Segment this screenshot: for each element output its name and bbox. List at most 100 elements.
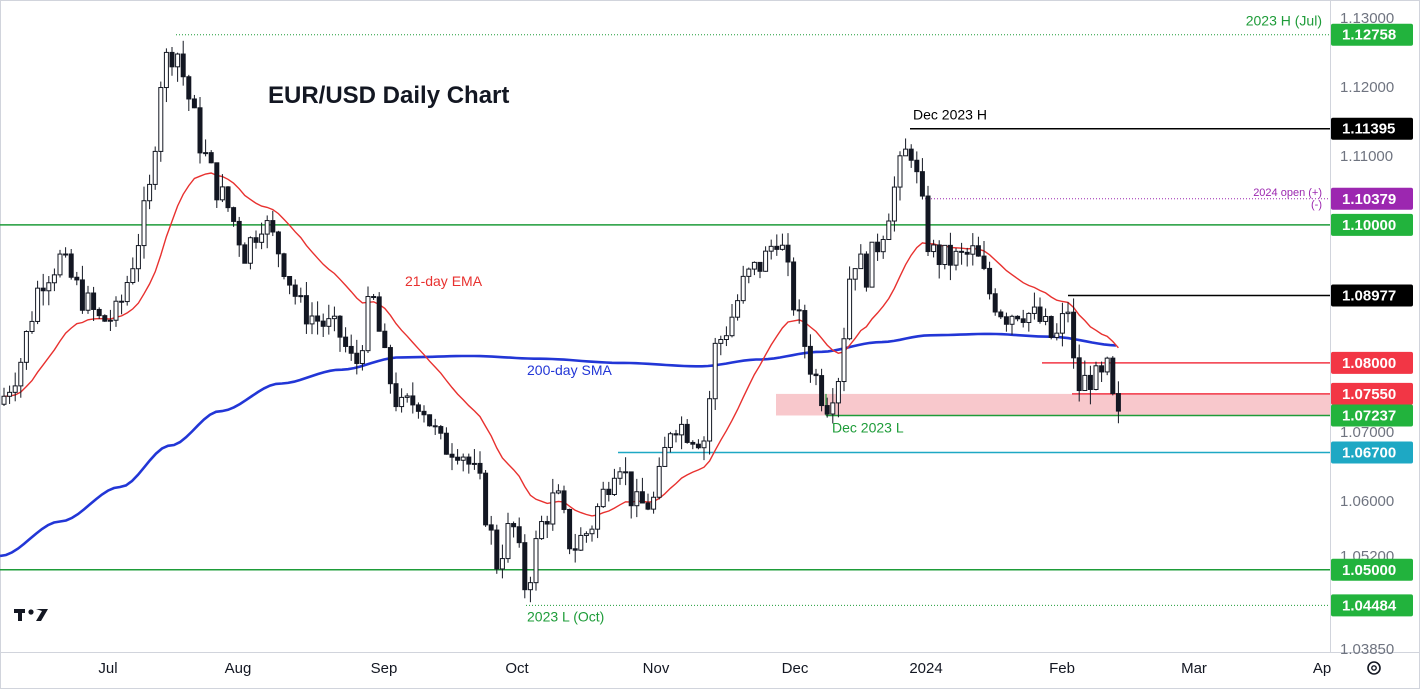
- candle: [981, 241, 987, 271]
- candle: [68, 248, 74, 280]
- candle: [942, 244, 948, 270]
- candle: [707, 390, 713, 455]
- svg-text:1.08977: 1.08977: [1342, 287, 1396, 304]
- candle: [1048, 315, 1054, 340]
- candle: [1009, 314, 1015, 335]
- candle: [107, 309, 113, 332]
- x-tick-label: Aug: [225, 660, 252, 677]
- level-note: Dec 2023 L: [832, 419, 904, 435]
- candle: [1054, 323, 1060, 341]
- level-lines: [0, 34, 1330, 606]
- candle: [152, 146, 158, 190]
- candle: [298, 287, 304, 303]
- candle: [488, 515, 494, 545]
- candle: [404, 393, 410, 403]
- candle: [382, 323, 388, 349]
- candle: [231, 206, 237, 227]
- candle: [292, 279, 298, 305]
- candle: [348, 334, 354, 361]
- candle: [897, 151, 903, 201]
- gear-icon[interactable]: [1367, 661, 1381, 675]
- candle: [259, 222, 265, 250]
- candle: [483, 469, 489, 527]
- candle: [236, 216, 242, 257]
- y-tick-label: 1.03850: [1340, 641, 1394, 658]
- svg-text:1.10000: 1.10000: [1342, 217, 1396, 234]
- candle: [1104, 356, 1110, 376]
- supply-zone-rect: [776, 393, 1330, 416]
- candle: [1059, 302, 1065, 347]
- chart-title: EUR/USD Daily Chart: [268, 82, 509, 109]
- candle: [959, 242, 965, 265]
- y-tick-label: 1.07000: [1340, 424, 1394, 441]
- candle: [455, 449, 461, 465]
- candle: [242, 242, 248, 264]
- candle: [757, 261, 763, 279]
- candle: [63, 247, 69, 258]
- price-badge-1.07237: 1.07237: [1331, 404, 1413, 427]
- candle: [281, 252, 287, 280]
- candle: [617, 467, 623, 485]
- candle: [673, 429, 679, 443]
- candle: [539, 515, 545, 540]
- candle: [12, 372, 18, 402]
- candle: [875, 233, 881, 261]
- candle: [690, 440, 696, 450]
- candle: [91, 286, 97, 321]
- price-badge-1.10000: 1.10000: [1331, 213, 1413, 236]
- candle: [214, 162, 220, 208]
- candle: [656, 457, 662, 500]
- candle: [326, 304, 332, 335]
- candle: [494, 524, 500, 574]
- candle: [975, 236, 981, 257]
- candle: [471, 449, 477, 470]
- candle: [746, 267, 752, 284]
- candle: [645, 493, 651, 511]
- candle: [774, 234, 780, 256]
- candle: [1065, 302, 1071, 323]
- candle: [1015, 315, 1021, 322]
- candle: [393, 372, 399, 412]
- candle: [309, 302, 315, 335]
- candle: [421, 405, 427, 423]
- candle: [96, 307, 102, 320]
- candle: [331, 306, 337, 332]
- y-tick-label: 1.06000: [1340, 493, 1394, 510]
- candle: [651, 491, 657, 514]
- price-badge-1.10379: 1.10379: [1331, 187, 1413, 210]
- ema-21-path: [3, 172, 1119, 517]
- candle: [203, 139, 209, 157]
- candle: [225, 186, 231, 212]
- price-badge-1.12758: 1.12758: [1331, 23, 1413, 46]
- candle: [931, 239, 937, 258]
- x-tick-label: Mar: [1181, 660, 1207, 677]
- level-note: 2024 open (+): [1253, 187, 1322, 199]
- candle: [903, 138, 909, 157]
- candle: [735, 294, 741, 321]
- candle: [18, 358, 24, 398]
- svg-text:1.05000: 1.05000: [1342, 562, 1396, 579]
- candle: [869, 241, 875, 288]
- candle: [667, 431, 673, 453]
- candle: [953, 248, 959, 271]
- level-note: Dec 2023 H: [913, 107, 987, 123]
- candle: [684, 419, 690, 444]
- candle: [1115, 381, 1121, 424]
- candle: [1037, 297, 1043, 324]
- candle: [1043, 308, 1049, 326]
- candle: [600, 481, 606, 509]
- candle: [606, 481, 612, 502]
- candle: [359, 345, 365, 371]
- candle: [135, 233, 141, 282]
- candle: [477, 451, 483, 480]
- candle: [578, 527, 584, 551]
- svg-text:1.08000: 1.08000: [1342, 355, 1396, 372]
- candle: [1099, 361, 1105, 383]
- candle: [247, 236, 253, 270]
- candle: [387, 344, 393, 394]
- candle: [1110, 356, 1116, 396]
- candle: [29, 311, 35, 334]
- candle: [130, 257, 136, 285]
- ema-21-line: [3, 172, 1119, 517]
- candle: [572, 533, 578, 563]
